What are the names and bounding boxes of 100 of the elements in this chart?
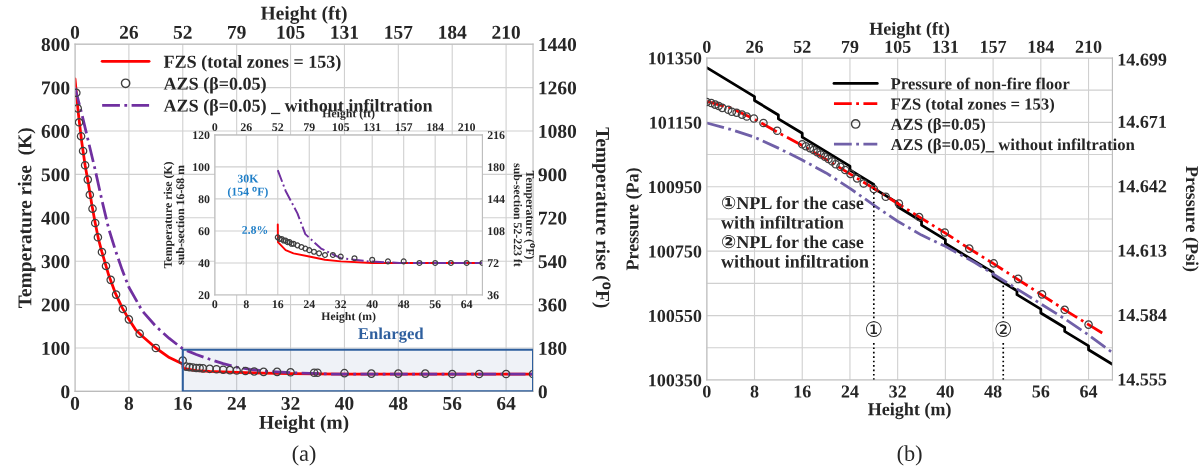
x-axis-title: Height (m) [259, 415, 349, 434]
y2-tick-label: 720 [539, 211, 567, 225]
x2-tick-label: 105 [332, 123, 350, 132]
y2-tick-label: 14.613 [1118, 244, 1167, 257]
y2-tick-label: 14.555 [1118, 373, 1167, 386]
x2-tick-label: 79 [841, 40, 859, 53]
x-tick-label: 48 [984, 385, 1002, 398]
y-tick-label: 80 [198, 195, 210, 204]
x-tick-label: 8 [243, 300, 249, 309]
legend-label: FZS (total zones = 153) [890, 97, 1055, 114]
y2-tick-label: 216 [487, 131, 505, 140]
x2-tick-label: 0 [70, 25, 80, 39]
y-tick-label: 40 [198, 259, 210, 268]
y2-axis-title: Temperature (⁰F) sub-section 52-223 ft [513, 163, 535, 267]
y-tick-label: 100350 [649, 374, 702, 387]
x-axis-title: Height (m) [868, 402, 951, 420]
legend-label: FZS (total zones = 153) [163, 55, 341, 72]
y2-tick-label: 14.584 [1118, 308, 1167, 322]
x2-tick-label: 184 [439, 25, 467, 39]
x2-tick-label: 210 [458, 123, 476, 132]
x-tick-label: 64 [497, 396, 516, 410]
x2-tick-label: 26 [746, 40, 764, 53]
x2-tick-label: 184 [427, 123, 444, 132]
ref-line-label: ① [866, 321, 882, 337]
y-axis-title: Pressure (Pa) [625, 168, 643, 271]
y-tick-label: 500 [41, 168, 70, 182]
y-tick-label: 20 [198, 291, 210, 300]
y-tick-label: 600 [41, 124, 70, 138]
x-tick-label: 56 [1032, 385, 1050, 398]
y2-tick-label: 900 [538, 168, 567, 182]
y2-tick-label: 540 [538, 255, 567, 269]
text: (a) [292, 445, 316, 466]
y-tick-label: 800 [41, 37, 70, 52]
x-tick-label: 24 [303, 300, 315, 309]
y-tick-label: 100 [42, 341, 70, 355]
y2-tick-label: 14.642 [1118, 180, 1167, 193]
x2-tick-label: 131 [933, 40, 958, 53]
y2-tick-label: 1260 [539, 81, 577, 95]
legend-label: AZS (β=0.05) [163, 76, 266, 94]
x2-tick-label: 157 [395, 123, 413, 132]
y2-tick-label: 180 [488, 163, 505, 172]
y2-tick-label: 14.671 [1118, 115, 1166, 128]
y2-tick-label: 36 [487, 291, 499, 300]
y2-tick-label: 360 [538, 298, 567, 312]
band-label: Enlarged [358, 327, 424, 343]
y2-axis-title: Temperature rise (⁰F) [592, 127, 611, 308]
x-axis-title: Height (m) [321, 311, 376, 323]
x-tick-label: 64 [461, 300, 473, 309]
x2-tick-label: 105 [885, 40, 911, 53]
annotation: ①NPL for the case with infiltration ②NPL for the case without infiltration [721, 196, 869, 268]
x2-tick-label: 210 [492, 25, 520, 39]
y2-tick-label: 1440 [539, 37, 577, 52]
y2-tick-label: 1080 [539, 124, 577, 138]
x-tick-label: 8 [750, 385, 759, 398]
x2-tick-label: 157 [981, 40, 1007, 53]
x-tick-label: 40 [936, 385, 954, 398]
y-tick-label: 60 [198, 227, 210, 236]
x2-tick-label: 52 [272, 123, 284, 132]
x-tick-label: 8 [124, 396, 134, 410]
x2-axis-title: Height (ft) [260, 5, 347, 24]
y-tick-label: 100550 [649, 309, 702, 323]
x-tick-label: 56 [429, 300, 441, 309]
x2-tick-label: 26 [119, 25, 139, 39]
x2-tick-label: 0 [702, 40, 711, 53]
y2-tick-label: 180 [539, 341, 567, 355]
y-tick-label: 200 [41, 298, 70, 312]
x2-tick-label: 131 [331, 25, 358, 39]
y2-tick-label: 72 [487, 259, 499, 268]
legend-label: AZS (β=0.05) [890, 118, 986, 134]
x-tick-label: 16 [794, 385, 811, 398]
x2-axis-title: Height (ft) [869, 21, 950, 39]
x-tick-label: 48 [397, 300, 410, 309]
x-tick-label: 0 [702, 385, 711, 398]
x-tick-label: 16 [174, 396, 192, 410]
x2-tick-label: 79 [304, 123, 315, 132]
x-tick-label: 40 [366, 300, 378, 309]
x-tick-label: 32 [889, 385, 906, 398]
x-tick-label: 56 [443, 396, 462, 410]
x-tick-label: 32 [335, 300, 347, 309]
x-tick-label: 24 [227, 396, 247, 410]
x2-tick-label: 184 [1028, 40, 1055, 53]
x2-tick-label: 105 [277, 25, 305, 39]
y-tick-label: 101350 [649, 52, 702, 65]
y-tick-label: 101150 [650, 116, 702, 129]
y-axis-title: Temperature rise (K) [17, 128, 36, 308]
x-tick-label: 0 [212, 300, 218, 309]
x2-tick-label: 210 [1075, 40, 1102, 53]
y-tick-label: 300 [41, 255, 70, 269]
x2-tick-label: 52 [173, 25, 192, 39]
y2-tick-label: 144 [488, 195, 505, 204]
ref-line-label: ② [995, 321, 1012, 337]
x2-tick-label: 131 [364, 123, 381, 132]
x2-tick-label: 157 [385, 25, 413, 39]
x-tick-label: 0 [70, 396, 80, 410]
x2-tick-label: 52 [793, 40, 811, 53]
y-tick-label: 400 [41, 211, 70, 225]
y-tick-label: 100950 [649, 181, 702, 194]
x-tick-label: 40 [334, 396, 354, 410]
legend-label: Pressure of non-fire floor [890, 77, 1070, 90]
x-tick-label: 16 [272, 300, 284, 309]
